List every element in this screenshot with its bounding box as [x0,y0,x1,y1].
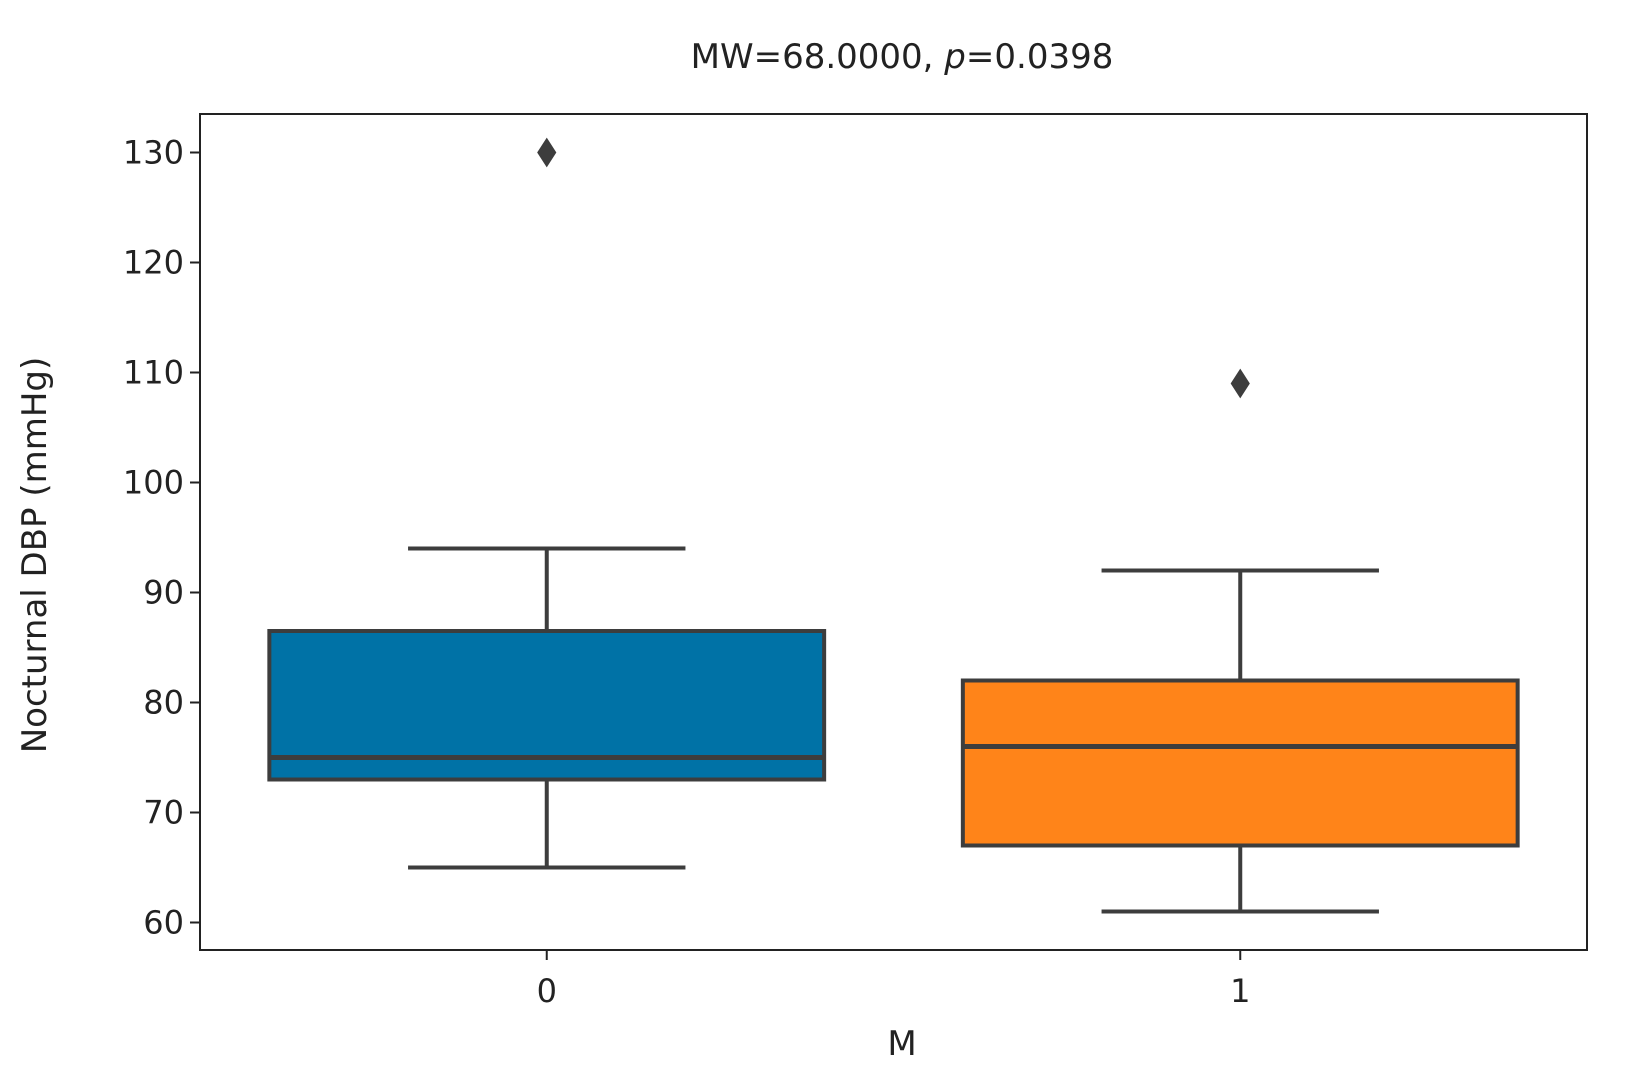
box-group-1 [960,368,1520,914]
y-tick-label: 100 [123,464,184,502]
y-tick-label: 110 [123,354,184,392]
chart-title-prefix: MW=68.0000, [691,37,945,77]
y-tick-label: 120 [123,244,184,282]
chart-title-suffix: =0.0398 [966,37,1113,77]
y-tick-label: 60 [143,904,184,942]
y-tick-label: 130 [123,134,184,172]
x-axis-label: M [887,1024,916,1064]
chart-title-italic: p [943,37,966,77]
x-tick-label: 1 [1230,972,1250,1010]
outlier-point [537,137,557,168]
y-tick-label: 80 [143,684,184,722]
box-group-0 [267,137,827,870]
x-tick-label: 0 [537,972,557,1010]
box-iqr [267,629,827,782]
y-tick-label: 90 [143,574,184,612]
y-tick-label: 70 [143,794,184,832]
chart-title: MW=68.0000, p=0.0398 [691,37,1114,77]
outlier-point [1230,368,1250,399]
plot-area: 60 70 80 90 100 110 120 130 0 1 [123,113,1588,1010]
axes-frame [199,113,1588,951]
y-axis-label: Nocturnal DBP (mmHg) [15,357,55,754]
box-iqr [960,678,1520,848]
